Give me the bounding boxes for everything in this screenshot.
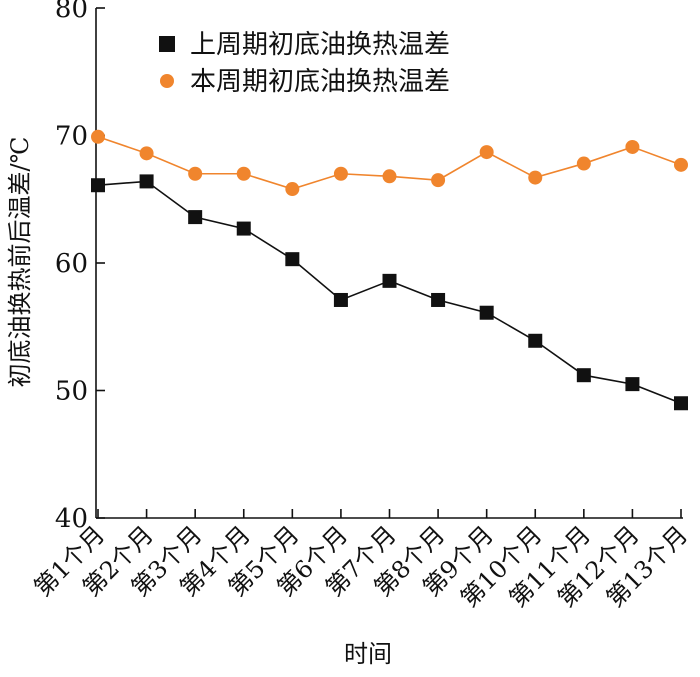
legend-square-marker: [159, 36, 175, 52]
circle-marker: [528, 170, 543, 185]
circle-marker: [236, 166, 251, 181]
square-marker: [576, 368, 591, 383]
circle-marker: [431, 173, 446, 188]
legend-circle-marker: [160, 74, 174, 88]
series-group: [91, 129, 688, 411]
square-marker: [285, 252, 300, 267]
circle-marker: [576, 156, 591, 171]
x-axis-ticks: 第1个月第2个月第3个月第4个月第5个月第6个月第7个月第8个月第9个月第10个…: [29, 509, 693, 613]
circle-marker: [674, 157, 688, 172]
y-tick-label: 80: [55, 0, 88, 24]
y-tick-label: 40: [55, 504, 88, 534]
circle-marker: [625, 139, 640, 154]
circle-marker: [333, 166, 348, 181]
circle-marker: [382, 169, 397, 184]
y-tick-label: 50: [55, 377, 88, 407]
x-axis-label: 时间: [344, 640, 392, 668]
series-1: [91, 174, 688, 411]
legend-label: 上周期初底油换热温差: [190, 30, 450, 60]
y-axis-label: 初底油换热前后温差/℃: [6, 137, 34, 388]
square-marker: [333, 292, 348, 307]
square-marker: [674, 396, 688, 411]
square-marker: [431, 292, 446, 307]
series-line: [97, 180, 682, 404]
y-tick-label: 70: [55, 122, 88, 152]
square-marker: [236, 221, 251, 236]
circle-marker: [479, 145, 494, 160]
square-marker: [479, 305, 494, 320]
legend-label: 本周期初底油换热温差: [190, 67, 450, 97]
y-tick-label: 60: [55, 249, 88, 279]
circle-marker: [285, 182, 300, 197]
circle-marker: [188, 166, 203, 181]
square-marker: [139, 174, 154, 189]
circle-marker: [91, 129, 105, 144]
circle-marker: [139, 146, 154, 161]
square-marker: [91, 178, 105, 193]
series-2: [91, 129, 688, 197]
square-marker: [528, 333, 543, 348]
y-axis-ticks: 40 50 60 70 80: [55, 0, 105, 534]
square-marker: [625, 377, 640, 392]
square-marker: [382, 273, 397, 288]
square-marker: [188, 210, 203, 225]
